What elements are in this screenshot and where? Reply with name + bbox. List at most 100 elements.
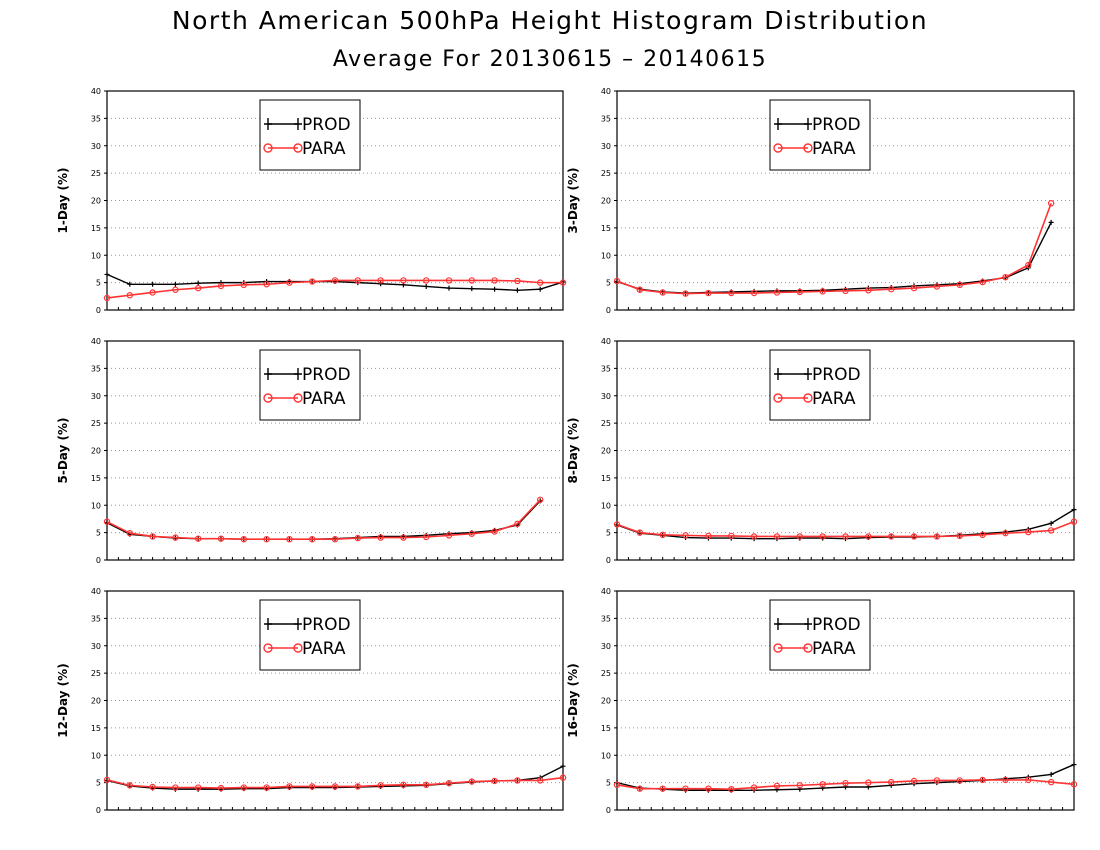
data-point-para	[263, 784, 270, 791]
data-point-para	[659, 531, 666, 539]
y-tick-label: 30	[601, 642, 611, 651]
y-tick-label: 5	[606, 529, 611, 538]
y-axis-label: 1-Day (%)	[56, 167, 70, 233]
data-point-prod	[423, 283, 429, 289]
y-tick-label: 20	[91, 697, 101, 706]
data-point-para	[705, 532, 712, 540]
legend: PROD PARA	[259, 599, 361, 671]
data-point-para	[126, 292, 134, 299]
y-tick-label: 0	[96, 306, 101, 315]
data-point-para	[613, 781, 621, 789]
legend-marker	[294, 118, 302, 130]
data-point-prod	[104, 271, 110, 277]
data-point-para	[400, 534, 407, 541]
data-point-para	[217, 535, 225, 542]
y-tick-label: 25	[601, 169, 611, 178]
legend: PROD PARA	[259, 349, 361, 421]
plot-frame	[616, 340, 1075, 561]
data-point-para	[933, 777, 941, 784]
data-point-para	[309, 535, 316, 543]
data-point-para	[682, 785, 689, 792]
legend-marker	[264, 118, 272, 130]
data-point-para	[1047, 778, 1055, 786]
legend: PROD PARA	[769, 99, 871, 171]
data-point-prod	[195, 280, 201, 286]
y-tick-label: 25	[91, 169, 101, 178]
data-point-prod	[127, 281, 133, 287]
legend-box	[769, 99, 871, 171]
plot-frame	[616, 90, 1075, 311]
data-point-para	[194, 284, 202, 292]
y-tick-label: 30	[601, 142, 611, 151]
data-point-para	[979, 776, 986, 784]
data-point-para	[865, 287, 872, 294]
series-line-para	[616, 202, 1052, 295]
plot-frame	[106, 90, 564, 311]
data-point-prod	[469, 286, 475, 292]
data-point-prod	[172, 281, 178, 287]
data-point-para	[933, 283, 941, 290]
y-tick-label: 40	[601, 87, 611, 96]
y-tick-label: 10	[91, 251, 101, 260]
y-tick-label: 25	[601, 669, 611, 678]
data-point-para	[888, 778, 895, 786]
legend-marker	[293, 143, 303, 153]
legend-label-prod: PROD	[812, 615, 861, 635]
data-point-para	[354, 277, 361, 284]
chart-panel-3: 0 5 10 15 20 25 30 35 40 5-Day (%) PROD PARA	[56, 337, 564, 565]
y-tick-label: 15	[91, 224, 101, 233]
plot-frame	[616, 590, 1075, 811]
data-point-para	[149, 783, 156, 791]
data-point-para	[445, 532, 453, 539]
y-tick-label: 20	[601, 697, 611, 706]
legend-label-para: PARA	[812, 139, 856, 159]
legend-marker	[774, 118, 782, 130]
y-tick-label: 15	[601, 724, 611, 733]
plot-frame	[106, 340, 564, 561]
data-point-para	[514, 520, 521, 528]
data-point-para	[933, 533, 941, 540]
data-point-para	[309, 783, 316, 790]
y-tick-label: 0	[606, 306, 611, 315]
chart-panel-5: 0 5 10 15 20 25 30 35 40 12-Day (%) PROD PARA	[56, 587, 567, 815]
data-point-para	[613, 521, 621, 528]
data-point-para	[1002, 776, 1009, 784]
legend-label-prod: PROD	[812, 365, 861, 385]
data-point-para	[194, 784, 202, 791]
legend-label-para: PARA	[302, 139, 346, 159]
data-point-prod	[1071, 762, 1077, 768]
y-axis-label: 3-Day (%)	[566, 167, 580, 233]
data-point-para	[865, 533, 872, 540]
data-point-para	[377, 277, 384, 284]
data-point-para	[796, 533, 804, 540]
data-point-para	[126, 782, 134, 789]
legend-box	[769, 599, 871, 671]
data-point-para	[636, 286, 644, 293]
legend-box	[769, 349, 871, 421]
series-line-para	[616, 779, 1075, 790]
data-point-para	[773, 782, 781, 790]
data-point-para	[636, 529, 644, 536]
y-tick-label: 5	[606, 279, 611, 288]
y-tick-label: 40	[91, 337, 101, 346]
y-axis-label: 12-Day (%)	[56, 663, 70, 737]
data-point-para	[682, 532, 689, 539]
data-point-para	[1025, 261, 1032, 269]
data-point-para	[331, 535, 339, 543]
data-point-para	[819, 288, 826, 295]
y-tick-label: 10	[601, 751, 611, 760]
legend-marker	[773, 393, 783, 403]
y-tick-label: 20	[91, 447, 101, 456]
data-point-prod	[1048, 219, 1054, 225]
legend-marker	[293, 393, 303, 403]
data-point-para	[491, 277, 498, 284]
legend-marker	[263, 143, 273, 153]
data-point-para	[728, 289, 735, 297]
y-tick-label: 25	[601, 419, 611, 428]
chart-title: North American 500hPa Height Histogram D…	[171, 6, 929, 35]
legend-marker	[774, 618, 782, 630]
legend-label-prod: PROD	[302, 115, 351, 135]
data-point-prod	[150, 281, 156, 287]
y-tick-label: 35	[601, 364, 611, 373]
